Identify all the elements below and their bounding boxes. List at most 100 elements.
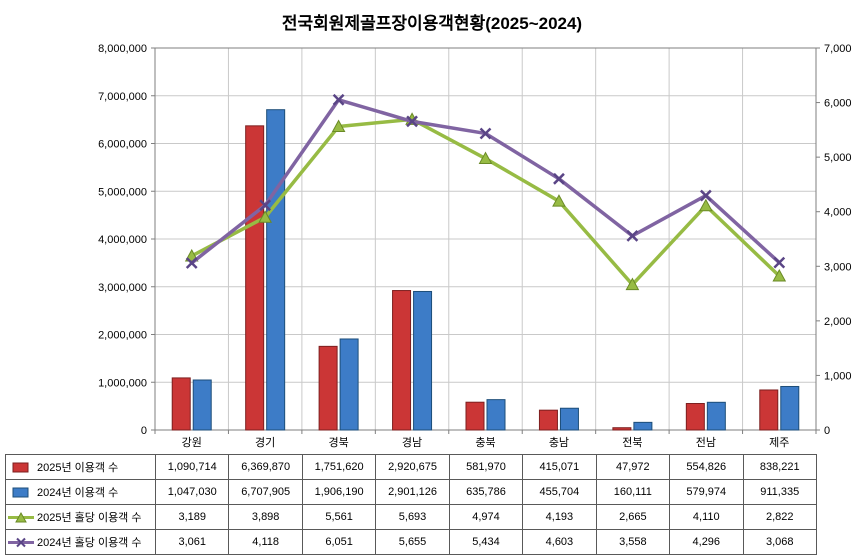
bar-series-1 — [171, 125, 779, 431]
left-axis-label: 0 — [141, 425, 147, 437]
x-marker — [626, 229, 639, 242]
value-cell: 4,296 — [669, 529, 744, 555]
triangle-marker — [552, 194, 566, 207]
bar — [612, 427, 632, 431]
category-label: 제주 — [769, 436, 789, 449]
series-legend-cell: 2025년 홀당 이용객 수 — [5, 504, 156, 530]
category-label: 경기 — [255, 436, 275, 449]
value-cell: 415,071 — [522, 454, 597, 480]
value-cell: 5,561 — [301, 504, 377, 530]
right-axis-label: 6,000 — [824, 98, 852, 110]
right-axis-label: 4,000 — [824, 207, 852, 219]
category-label: 경남 — [402, 436, 422, 449]
right-axis-label: 7,000 — [824, 43, 852, 55]
combo-chart-plot: 0 1,000,000 2,000,000 3,000,000 4,000,000 5,0… — [98, 43, 852, 449]
value-cell: 3,061 — [154, 529, 230, 555]
value-cell: 4,118 — [228, 529, 303, 555]
bar — [318, 345, 338, 431]
bar — [245, 125, 265, 431]
line-series-2 — [185, 93, 786, 269]
value-cell: 47,972 — [595, 454, 671, 480]
value-cell: 3,189 — [154, 504, 230, 530]
bar — [392, 290, 412, 431]
bar — [266, 109, 286, 431]
value-cell: 160,111 — [595, 479, 671, 505]
table-row: 2025년 홀당 이용객 수 3,189 3,898 5,561 5,693 4,974 4… — [5, 504, 817, 530]
value-cell: 4,974 — [448, 504, 524, 530]
value-cell: 911,335 — [742, 479, 817, 505]
x-marker — [773, 256, 786, 269]
value-cell: 4,193 — [522, 504, 597, 530]
value-cell: 5,693 — [375, 504, 450, 530]
table-row: 2024년 이용객 수 1,047,030 6,707,905 1,906,190 2,… — [5, 479, 817, 505]
value-cell: 455,704 — [522, 479, 597, 505]
series-name: 2024년 이용객 수 — [37, 487, 119, 499]
swatch-x — [16, 537, 26, 547]
value-cell: 2,901,126 — [375, 479, 450, 505]
triangle-marker — [478, 151, 493, 165]
value-cell: 581,970 — [448, 454, 524, 480]
right-axis-label: 1,000 — [824, 370, 852, 382]
bar — [339, 338, 359, 431]
swatch-rect — [12, 487, 29, 497]
category-label: 전북 — [622, 436, 642, 449]
value-cell: 6,369,870 — [228, 454, 303, 480]
value-cell: 2,665 — [595, 504, 671, 530]
left-axis-label: 8,000,000 — [98, 43, 147, 55]
value-cell: 554,826 — [669, 454, 744, 480]
left-axis-label: 1,000,000 — [98, 377, 147, 389]
swatch-triangle — [15, 511, 27, 522]
value-cell: 3,558 — [595, 529, 671, 555]
legend-line-x-icon — [8, 537, 34, 547]
value-cell: 6,707,905 — [228, 479, 303, 505]
bar — [192, 379, 212, 431]
category-label: 충남 — [549, 436, 569, 449]
table-row: 2024년 홀당 이용객 수 3,061 4,118 6,051 5,655 5,434 4… — [5, 529, 817, 555]
legend-bar-swatch-icon — [12, 487, 29, 497]
right-axis-label: 0 — [824, 425, 830, 437]
bar — [465, 401, 485, 431]
legend-bar-swatch-icon — [12, 462, 29, 472]
triangle-marker — [625, 277, 640, 291]
value-cell: 1,751,620 — [301, 454, 377, 480]
right-axis-label: 5,000 — [824, 152, 852, 164]
chart-title: 전국회원제골프장이용객현황(2025~2024) — [281, 14, 583, 33]
category-label: 강원 — [182, 436, 202, 449]
value-cell: 1,047,030 — [154, 479, 230, 505]
bar — [559, 407, 579, 431]
x-marker — [185, 257, 198, 269]
value-cell: 2,822 — [742, 504, 817, 530]
value-cell: 635,786 — [448, 479, 524, 505]
swatch-rect — [12, 462, 29, 472]
value-cell: 3,898 — [228, 504, 303, 530]
value-cell: 3,068 — [742, 529, 817, 555]
left-axis-label: 7,000,000 — [98, 91, 147, 103]
value-cell: 579,974 — [669, 479, 744, 505]
value-cell: 4,110 — [669, 504, 744, 530]
left-axis-label: 5,000,000 — [98, 186, 147, 198]
triangle-marker — [331, 119, 346, 133]
series-name: 2024년 홀당 이용객 수 — [37, 537, 142, 549]
series-legend-cell: 2024년 홀당 이용객 수 — [5, 529, 156, 555]
value-cell: 4,603 — [522, 529, 597, 555]
bar — [486, 399, 506, 431]
series-legend-cell: 2024년 이용객 수 — [5, 479, 156, 505]
left-axis-label: 4,000,000 — [98, 234, 147, 246]
bar — [633, 421, 653, 431]
right-axis-label: 2,000 — [824, 316, 852, 328]
triangle-marker — [258, 210, 273, 223]
triangle-marker — [772, 268, 787, 282]
x-marker — [406, 115, 418, 128]
triangle-marker — [698, 198, 713, 212]
bar — [538, 409, 558, 431]
series-name: 2025년 이용객 수 — [37, 462, 119, 474]
bar — [706, 401, 726, 431]
value-cell: 5,434 — [448, 529, 524, 555]
legend-line-triangle-icon — [8, 511, 34, 522]
left-axis-label: 3,000,000 — [98, 282, 147, 294]
x-marker — [553, 172, 565, 185]
series-name: 2025년 홀당 이용객 수 — [37, 512, 142, 524]
category-label: 충북 — [475, 436, 495, 449]
table-row: 2025년 이용객 수 1,090,714 6,369,870 1,751,620 2,… — [5, 454, 817, 480]
value-cell: 1,090,714 — [154, 454, 230, 480]
